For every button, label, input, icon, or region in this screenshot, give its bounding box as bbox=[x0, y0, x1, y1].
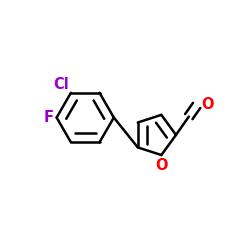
Text: O: O bbox=[155, 158, 168, 173]
Text: Cl: Cl bbox=[53, 76, 69, 92]
Text: F: F bbox=[44, 110, 54, 125]
Text: O: O bbox=[201, 98, 213, 112]
